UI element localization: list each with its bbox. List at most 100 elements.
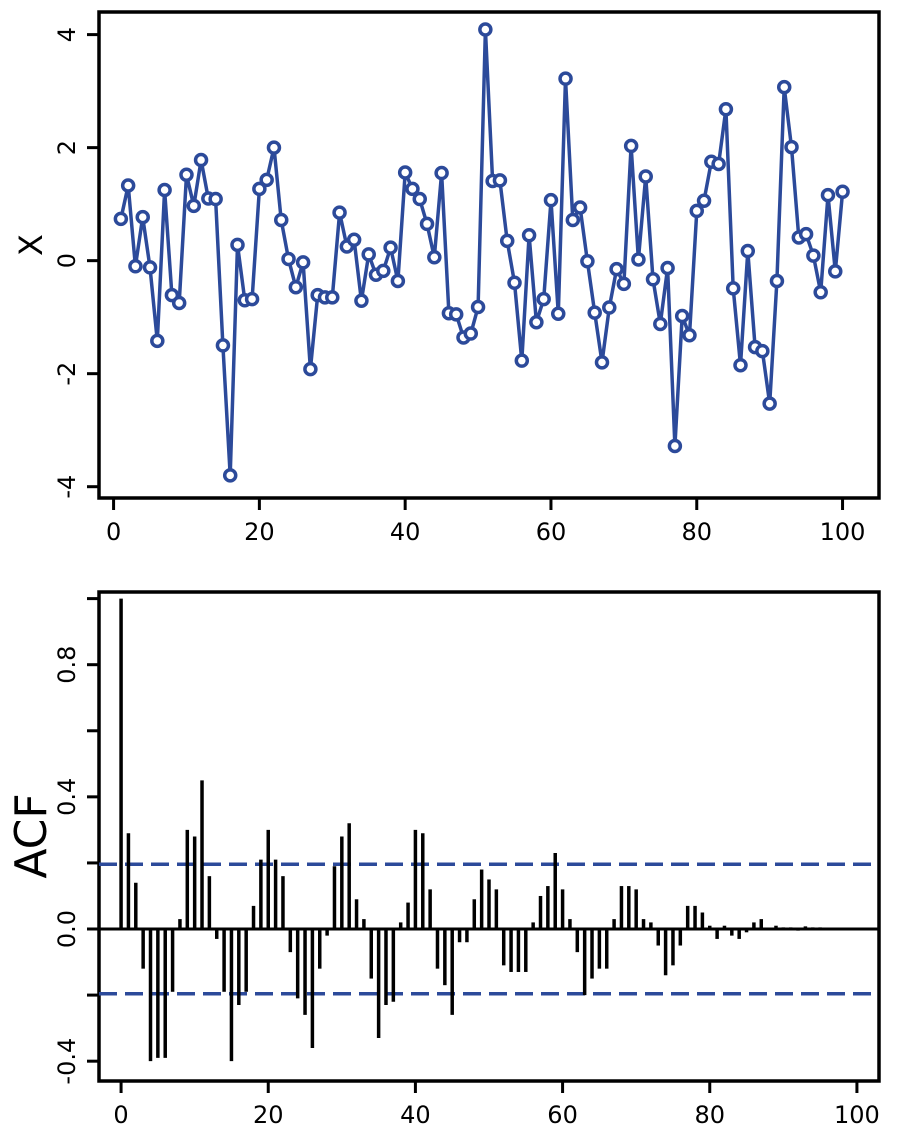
data-point <box>150 333 165 349</box>
data-point <box>361 247 376 262</box>
data-point <box>390 273 406 289</box>
data-point <box>266 140 282 155</box>
data-point <box>725 281 741 296</box>
data-point <box>427 250 442 265</box>
data-point <box>157 182 172 198</box>
data-point <box>259 172 274 188</box>
y-tick-label: -4 <box>53 475 81 499</box>
data-point <box>179 167 194 183</box>
data-point <box>215 338 231 353</box>
data-point <box>434 165 449 181</box>
data-point <box>631 252 646 267</box>
data-point <box>653 316 668 332</box>
data-point <box>813 285 828 300</box>
plot-frame <box>97 10 881 500</box>
data-point <box>682 327 697 343</box>
data-point <box>820 187 836 203</box>
data-point <box>696 193 712 208</box>
data-point <box>412 191 427 207</box>
data-point <box>718 101 734 117</box>
data-point <box>798 226 814 242</box>
y-tick-label: 0.8 <box>53 646 81 684</box>
y-tick-label: 4 <box>53 27 81 42</box>
data-point <box>835 184 850 199</box>
x-tick-label: 100 <box>834 1101 880 1129</box>
data-point <box>558 71 573 86</box>
x-tick-label: 0 <box>106 518 121 546</box>
data-point <box>303 361 318 377</box>
x-tick-label: 40 <box>400 1101 431 1129</box>
data-point <box>383 240 398 255</box>
data-point <box>273 212 289 228</box>
data-point <box>208 191 223 207</box>
data-point <box>755 343 770 359</box>
data-point <box>674 308 690 324</box>
data-point <box>638 169 653 184</box>
time-series-panel: 0 20 40 60 80 100 -4 -2 0 2 4 X <box>12 10 881 546</box>
data-point <box>376 263 391 279</box>
data-point <box>733 357 748 373</box>
data-point <box>769 273 785 289</box>
data-point <box>244 291 260 307</box>
data-point <box>521 227 537 243</box>
data-point <box>529 314 544 330</box>
data-point <box>128 259 143 274</box>
data-point <box>507 275 522 290</box>
data-point <box>806 248 821 263</box>
data-point <box>784 139 799 155</box>
data-point <box>762 396 777 411</box>
data-point <box>776 79 792 95</box>
data-point <box>536 291 551 307</box>
data-point <box>740 243 756 259</box>
data-point <box>135 209 150 225</box>
data-point <box>325 290 340 305</box>
series-line <box>119 27 845 478</box>
data-point <box>828 264 843 279</box>
x-tick-label: 60 <box>536 518 567 546</box>
data-point <box>565 212 581 228</box>
data-point <box>645 272 661 287</box>
y-axis-title: ACF <box>6 793 57 878</box>
data-point <box>252 181 267 197</box>
x-tick-label: 20 <box>253 1101 284 1129</box>
data-point <box>711 156 726 172</box>
data-point <box>186 198 202 214</box>
data-point <box>689 203 705 219</box>
data-point <box>609 261 624 277</box>
data-point <box>120 178 136 193</box>
data-point <box>616 276 632 292</box>
y-tick-label: -2 <box>53 362 81 386</box>
data-point <box>171 295 187 311</box>
data-point <box>222 468 238 483</box>
x-tick-label: 80 <box>681 518 712 546</box>
x-tick-label: 0 <box>113 1101 128 1129</box>
data-point <box>113 211 129 227</box>
data-point <box>295 255 311 270</box>
data-point <box>448 307 464 322</box>
data-point <box>587 305 602 320</box>
data-point <box>463 326 479 341</box>
data-point <box>623 138 639 154</box>
data-point <box>514 353 530 368</box>
data-point <box>580 253 595 269</box>
y-tick-label: 2 <box>53 140 81 155</box>
data-point <box>354 293 369 309</box>
data-point <box>405 181 420 197</box>
plot-frame <box>97 590 881 1083</box>
y-tick-label: 0.4 <box>53 778 81 816</box>
data-point <box>288 279 304 295</box>
data-point <box>602 300 617 315</box>
data-point <box>230 237 245 253</box>
data-point <box>572 200 588 215</box>
data-point <box>478 22 493 37</box>
x-tick-label: 100 <box>820 518 866 546</box>
x-tick-label: 60 <box>547 1101 578 1129</box>
y-tick-label: 0 <box>53 253 81 268</box>
data-point <box>543 192 559 208</box>
x-tick-label: 40 <box>390 518 421 546</box>
data-point <box>332 205 347 220</box>
y-tick-label: 0.0 <box>53 910 81 948</box>
data-point <box>397 165 413 180</box>
data-point <box>419 216 435 232</box>
